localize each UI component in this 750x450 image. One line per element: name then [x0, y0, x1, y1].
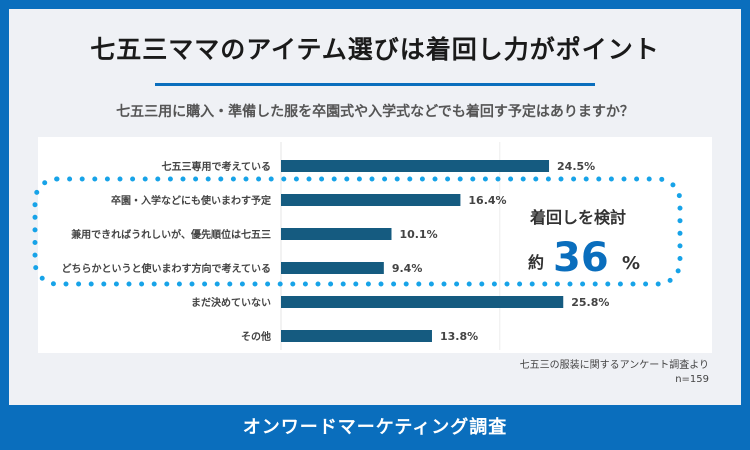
bar: [281, 228, 392, 240]
bar: [281, 160, 550, 172]
title-divider: [155, 83, 595, 86]
bar: [281, 330, 432, 342]
category-label: まだ決めていない: [191, 296, 271, 309]
category-label: 卒園・入学などにも使いまわす予定: [111, 194, 271, 207]
bar: [281, 262, 384, 274]
page-title: 七五三ママのアイテム選びは着回し力がポイント: [90, 35, 660, 64]
footer-banner: オンワードマーケティング調査: [242, 417, 508, 438]
source-note: 七五三の服装に関するアンケート調査より n=159: [520, 359, 709, 387]
callout-prefix: 約: [528, 253, 544, 272]
chart-panel: [38, 137, 712, 353]
callout-value: 36: [553, 235, 609, 281]
sample-size: n=159: [675, 374, 709, 385]
value-label: 25.8%: [571, 296, 609, 309]
category-label: 兼用できればうれしいが、優先順位は七五三: [71, 228, 271, 241]
bar: [281, 296, 564, 308]
callout-label: 着回しを検討: [529, 208, 626, 227]
value-label: 16.4%: [468, 194, 506, 207]
survey-question: 七五三用に購入・準備した服を卒園式や入学式などでも着回す予定はありますか？: [116, 104, 634, 120]
callout-unit: %: [622, 253, 640, 274]
category-label: 七五三専用で考えている: [162, 160, 272, 173]
bar: [281, 194, 461, 206]
source-text: 七五三の服装に関するアンケート調査より: [519, 360, 709, 371]
value-label: 13.8%: [440, 330, 478, 343]
value-label: 9.4%: [392, 262, 423, 275]
category-label: どちらかというと使いまわす方向で考えている: [62, 262, 272, 275]
value-label: 24.5%: [557, 160, 595, 173]
category-label: その他: [241, 330, 271, 343]
value-label: 10.1%: [399, 228, 437, 241]
dotted-highlight-border: [32, 176, 683, 287]
